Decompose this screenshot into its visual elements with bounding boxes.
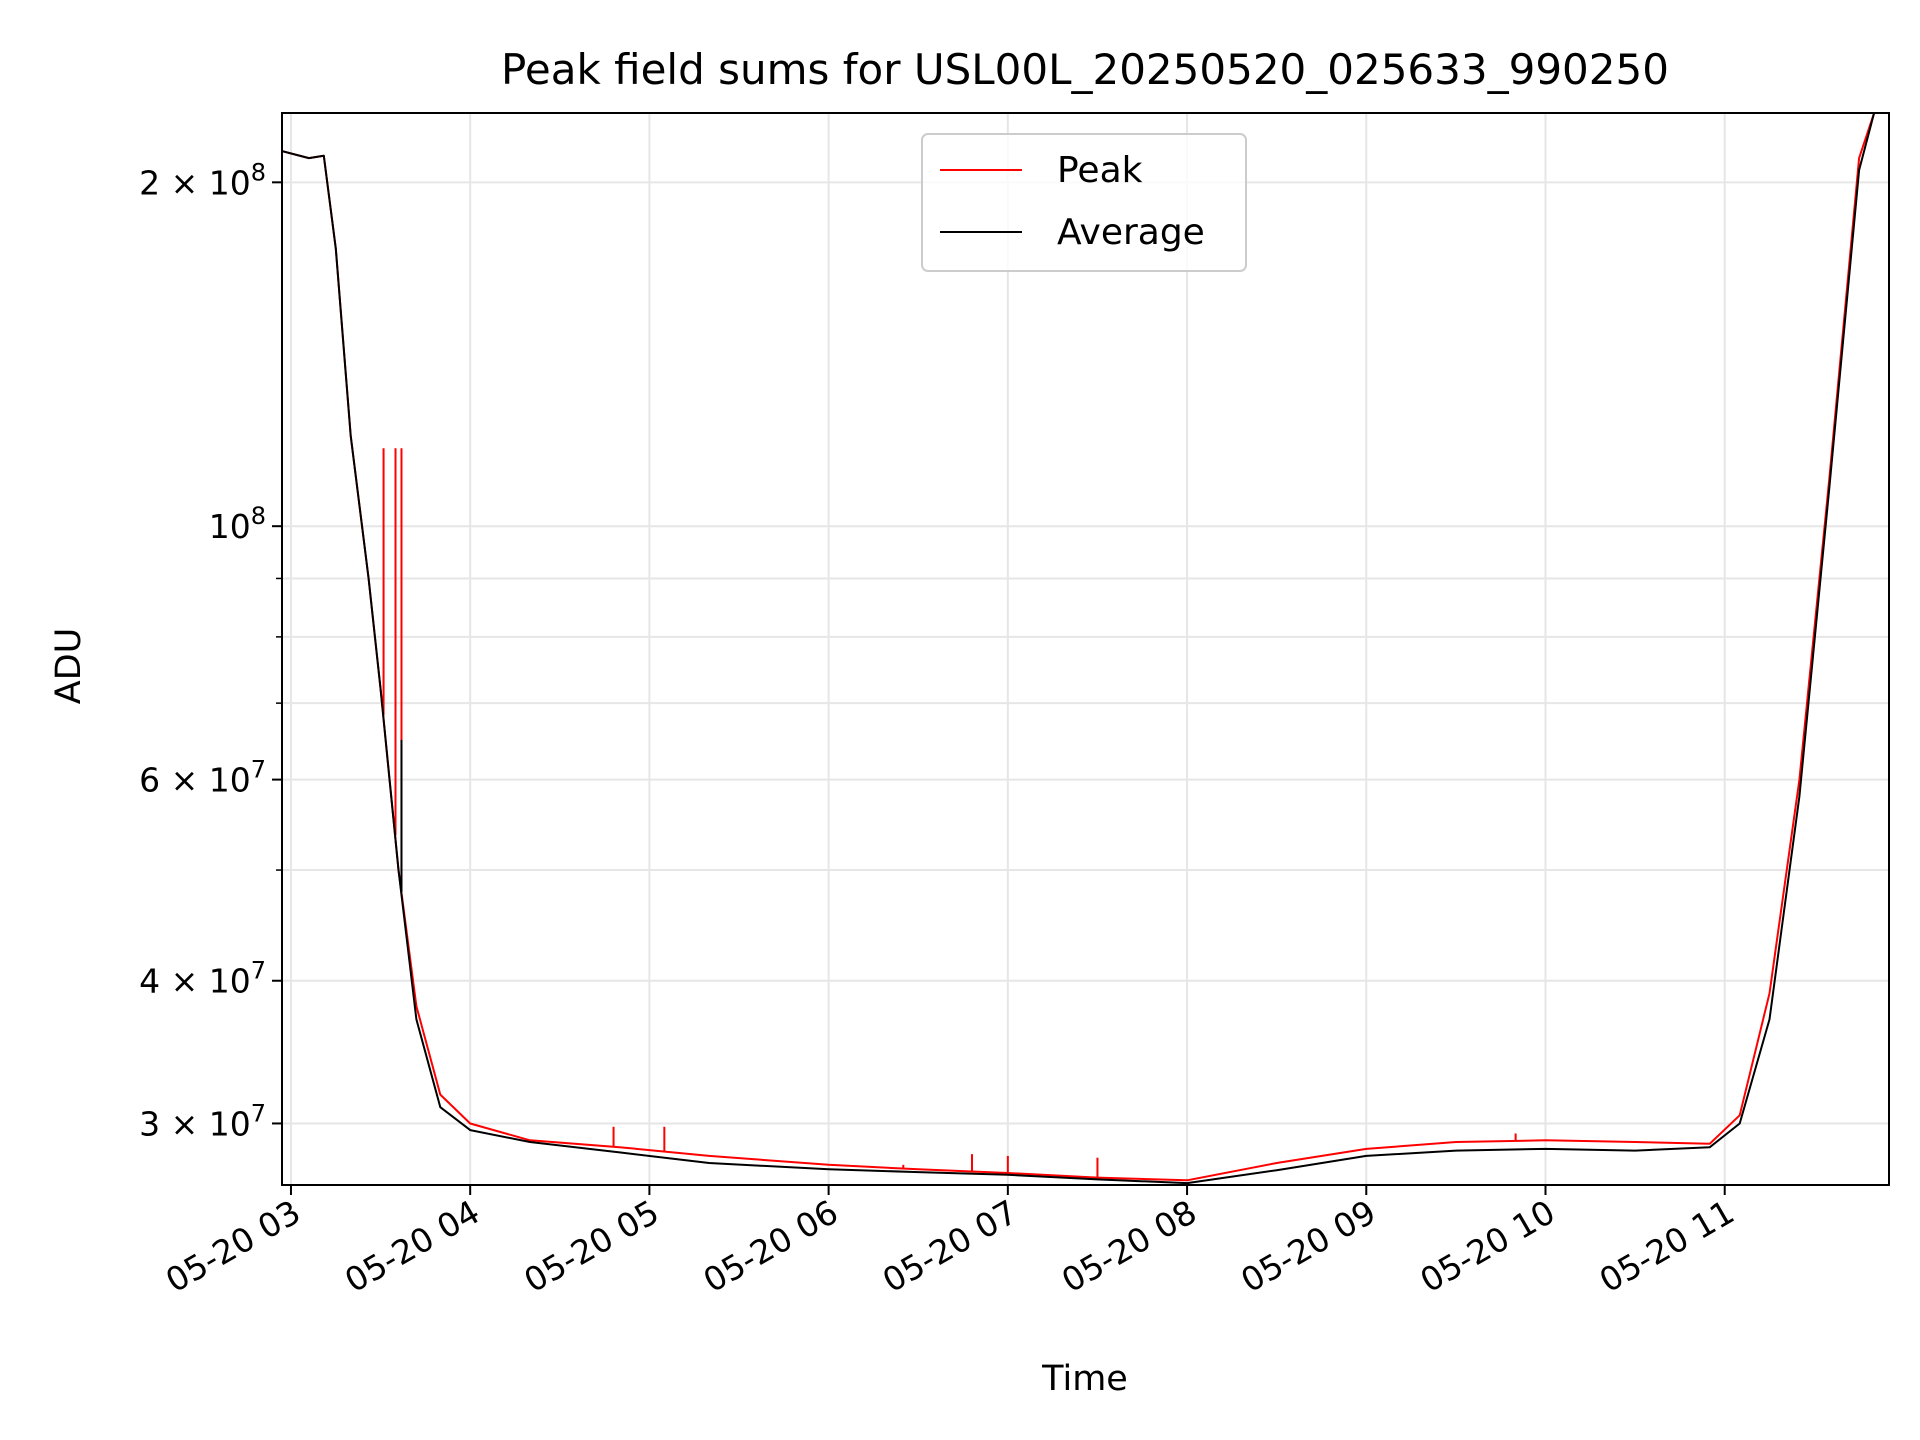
legend-box — [921, 133, 1247, 272]
y-tick-label-exponent: 7 — [251, 756, 266, 784]
y-tick-label-base: 2 × 10 — [139, 163, 251, 202]
y-tick-label-exponent: 8 — [251, 158, 266, 186]
y-tick-label: 4 × 107 — [139, 957, 266, 1001]
y-tick-label-exponent: 8 — [251, 502, 266, 530]
x-axis-label: Time — [1041, 1359, 1128, 1399]
legend: Peak Average — [921, 133, 1247, 272]
y-axis-label: ADU — [49, 628, 89, 705]
axes-frame — [281, 112, 1890, 1186]
y-tick-label-base: 6 × 10 — [139, 761, 251, 800]
y-tick-label: 2 × 108 — [139, 158, 266, 202]
plot-area — [282, 113, 1876, 1185]
series-average — [282, 113, 1876, 1185]
y-tick-label-base: 3 × 10 — [139, 1104, 251, 1143]
y-tick-label-exponent: 7 — [251, 957, 266, 985]
legend-label-peak: Peak — [1057, 150, 1143, 191]
y-tick-label-exponent: 7 — [251, 1099, 266, 1127]
y-tick-label: 108 — [209, 502, 266, 546]
series-line — [282, 113, 1876, 1185]
legend-label-average: Average — [1057, 212, 1205, 253]
y-tick-label: 3 × 107 — [139, 1099, 266, 1143]
y-tick-label-base: 10 — [209, 507, 251, 546]
y-tick-label: 6 × 107 — [139, 756, 266, 800]
y-tick-label-base: 4 × 10 — [139, 962, 251, 1001]
chart-title: Peak field sums for USL00L_20250520_0256… — [501, 45, 1669, 94]
grid — [282, 113, 1889, 1185]
